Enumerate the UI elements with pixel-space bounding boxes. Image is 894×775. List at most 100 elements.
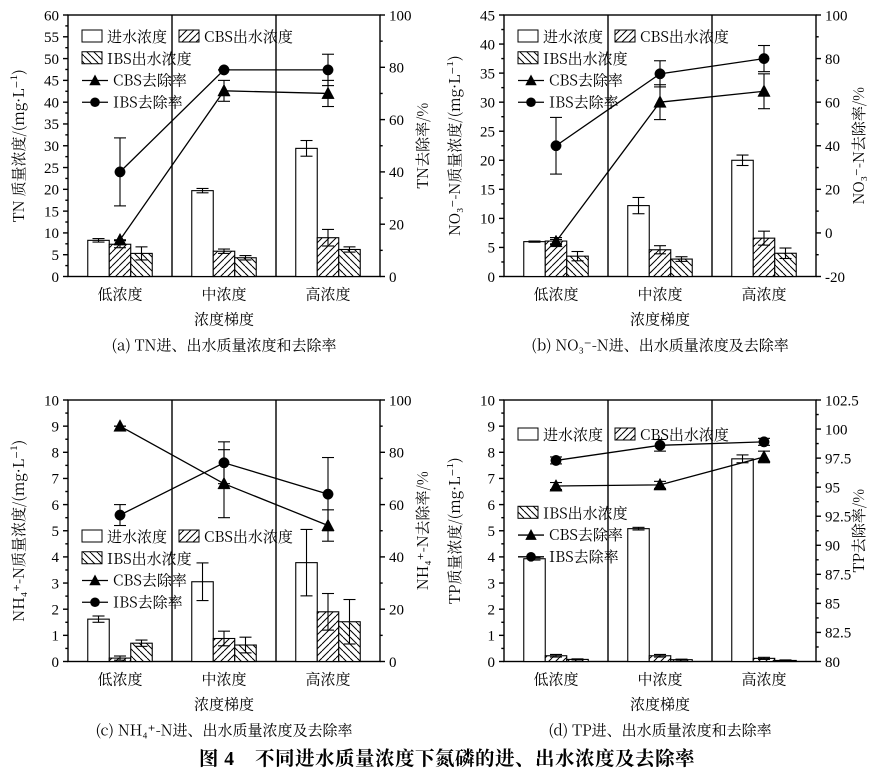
svg-text:20: 20 — [389, 217, 404, 233]
svg-text:6: 6 — [52, 498, 60, 514]
svg-text:40: 40 — [389, 550, 404, 566]
svg-text:2: 2 — [52, 602, 60, 618]
svg-text:60: 60 — [825, 95, 840, 111]
svg-text:0: 0 — [825, 226, 833, 242]
svg-text:40: 40 — [389, 165, 404, 181]
svg-text:IBS去除率: IBS去除率 — [113, 91, 183, 112]
svg-text:高浓度: 高浓度 — [741, 669, 786, 690]
svg-text:浓度梯度: 浓度梯度 — [630, 309, 690, 330]
svg-text:NH₄⁺-N去除率/%: NH₄⁺-N去除率/% — [412, 471, 433, 590]
svg-text:40: 40 — [44, 95, 59, 111]
svg-text:中浓度: 中浓度 — [637, 669, 682, 690]
svg-text:30: 30 — [44, 139, 59, 155]
svg-text:85: 85 — [825, 597, 840, 613]
svg-text:2: 2 — [488, 602, 496, 618]
svg-text:7: 7 — [488, 472, 496, 488]
svg-text:80: 80 — [389, 446, 404, 462]
svg-text:10: 10 — [480, 212, 495, 228]
svg-text:(c) NH₄⁺-N进、出水质量浓度及去除率: (c) NH₄⁺-N进、出水质量浓度及去除率 — [95, 720, 352, 741]
svg-text:20: 20 — [389, 602, 404, 618]
svg-text:25: 25 — [44, 161, 59, 177]
svg-text:(b) NO₃⁻-N进、出水质量浓度及去除率: (b) NO₃⁻-N进、出水质量浓度及去除率 — [531, 335, 788, 356]
svg-text:45: 45 — [44, 74, 59, 90]
svg-text:102.5: 102.5 — [825, 393, 859, 409]
svg-text:IBS去除率: IBS去除率 — [113, 591, 183, 612]
svg-text:40: 40 — [480, 37, 495, 53]
svg-text:100: 100 — [825, 8, 848, 24]
svg-text:1: 1 — [488, 629, 496, 645]
svg-text:CBS出水浓度: CBS出水浓度 — [204, 526, 293, 547]
svg-text:30: 30 — [480, 95, 495, 111]
svg-text:TP质量浓度/(mg·L⁻¹): TP质量浓度/(mg·L⁻¹) — [447, 457, 465, 604]
svg-text:10: 10 — [44, 393, 59, 409]
svg-text:CBS去除率: CBS去除率 — [549, 524, 623, 545]
svg-text:IBS出水浓度: IBS出水浓度 — [543, 48, 628, 69]
svg-text:-20: -20 — [825, 270, 845, 286]
svg-text:50: 50 — [44, 52, 59, 68]
svg-text:中浓度: 中浓度 — [201, 284, 246, 305]
svg-text:9: 9 — [488, 419, 496, 435]
svg-text:97.5: 97.5 — [825, 451, 851, 467]
svg-text:NO₃⁻-N去除率/%: NO₃⁻-N去除率/% — [848, 87, 869, 205]
svg-text:0: 0 — [488, 270, 496, 286]
svg-text:IBS出水浓度: IBS出水浓度 — [107, 48, 192, 69]
svg-text:60: 60 — [44, 8, 59, 24]
svg-text:80: 80 — [389, 61, 404, 77]
svg-text:100: 100 — [389, 8, 412, 24]
svg-text:(a) TN进、出水质量浓度和去除率: (a) TN进、出水质量浓度和去除率 — [112, 335, 337, 356]
svg-text:20: 20 — [44, 183, 59, 199]
svg-text:0: 0 — [389, 655, 397, 671]
svg-text:10: 10 — [44, 226, 59, 242]
svg-text:CBS去除率: CBS去除率 — [113, 70, 187, 91]
svg-text:3: 3 — [52, 576, 60, 592]
svg-text:浓度梯度: 浓度梯度 — [194, 309, 254, 330]
svg-text:35: 35 — [44, 117, 59, 133]
svg-text:浓度梯度: 浓度梯度 — [194, 694, 254, 715]
svg-text:CBS出水浓度: CBS出水浓度 — [640, 424, 729, 445]
svg-text:0: 0 — [52, 270, 60, 286]
svg-text:进水浓度: 进水浓度 — [543, 26, 603, 47]
svg-text:TN 质量浓度/(mg·L⁻¹): TN 质量浓度/(mg·L⁻¹) — [8, 69, 29, 222]
svg-text:90: 90 — [825, 539, 840, 555]
svg-text:低浓度: 低浓度 — [533, 669, 578, 690]
svg-text:NO₃⁻-N质量浓度/(mg·L⁻¹): NO₃⁻-N质量浓度/(mg·L⁻¹) — [447, 55, 465, 236]
svg-text:95: 95 — [825, 480, 840, 496]
svg-text:进水浓度: 进水浓度 — [543, 424, 603, 445]
svg-text:5: 5 — [52, 248, 60, 264]
svg-text:60: 60 — [389, 498, 404, 514]
svg-text:1: 1 — [52, 629, 60, 645]
svg-text:0: 0 — [389, 270, 397, 286]
svg-text:80: 80 — [825, 52, 840, 68]
svg-text:15: 15 — [44, 204, 59, 220]
svg-text:20: 20 — [825, 183, 840, 199]
svg-text:7: 7 — [52, 472, 60, 488]
svg-text:8: 8 — [488, 446, 496, 462]
svg-text:5: 5 — [52, 524, 60, 540]
svg-text:60: 60 — [389, 113, 404, 129]
svg-text:6: 6 — [488, 498, 496, 514]
svg-text:82.5: 82.5 — [825, 626, 851, 642]
svg-text:低浓度: 低浓度 — [97, 284, 142, 305]
svg-text:4: 4 — [488, 550, 496, 566]
svg-text:浓度梯度: 浓度梯度 — [630, 694, 690, 715]
svg-text:高浓度: 高浓度 — [741, 284, 786, 305]
svg-text:高浓度: 高浓度 — [305, 669, 350, 690]
svg-text:35: 35 — [480, 66, 495, 82]
svg-text:4: 4 — [52, 550, 60, 566]
svg-text:进水浓度: 进水浓度 — [107, 526, 167, 547]
svg-text:25: 25 — [480, 124, 495, 140]
svg-text:高浓度: 高浓度 — [305, 284, 350, 305]
svg-text:CBS出水浓度: CBS出水浓度 — [640, 26, 729, 47]
svg-text:IBS出水浓度: IBS出水浓度 — [107, 548, 192, 569]
svg-text:40: 40 — [825, 139, 840, 155]
svg-text:NH₄⁺-N质量浓度/(mg·L⁻¹): NH₄⁺-N质量浓度/(mg·L⁻¹) — [8, 440, 29, 622]
svg-text:低浓度: 低浓度 — [97, 669, 142, 690]
svg-text:IBS去除率: IBS去除率 — [549, 546, 619, 567]
svg-text:IBS出水浓度: IBS出水浓度 — [543, 502, 628, 523]
svg-text:TP去除率/%: TP去除率/% — [848, 489, 869, 573]
svg-text:0: 0 — [488, 655, 496, 671]
svg-text:IBS去除率: IBS去除率 — [549, 91, 619, 112]
svg-text:低浓度: 低浓度 — [533, 284, 578, 305]
svg-text:中浓度: 中浓度 — [201, 669, 246, 690]
svg-text:100: 100 — [825, 422, 848, 438]
